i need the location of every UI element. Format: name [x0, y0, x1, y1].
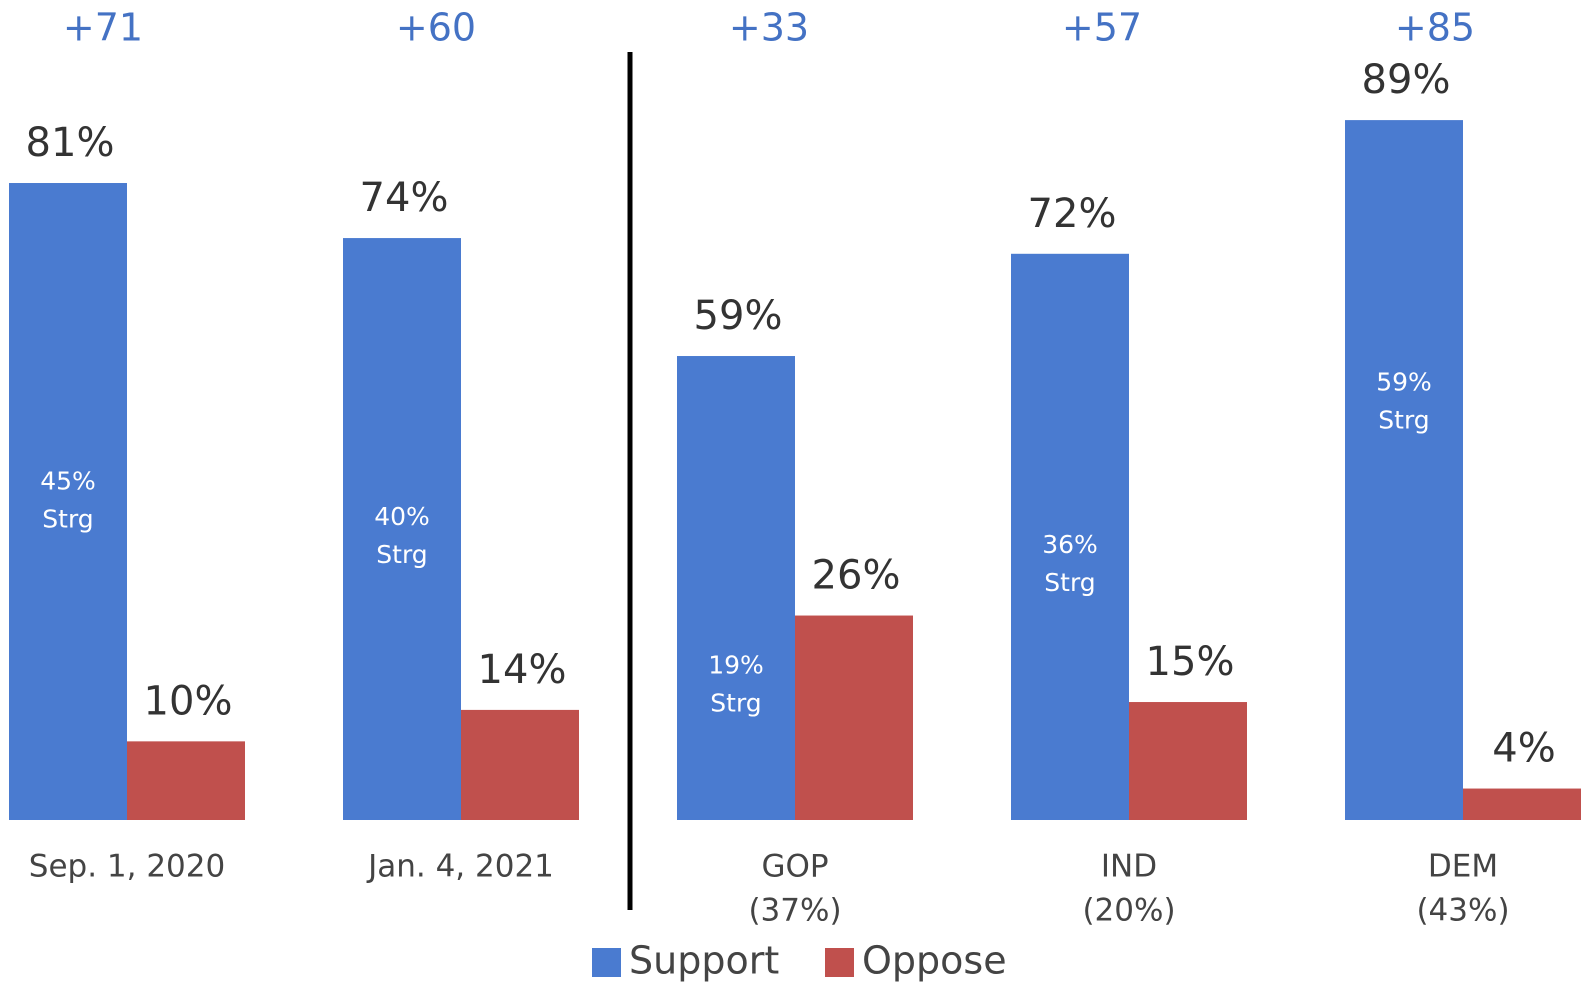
- bar: [677, 356, 795, 820]
- value-label: 15%: [1146, 639, 1235, 685]
- legend-swatch: [825, 948, 854, 977]
- value-label: 74%: [360, 175, 449, 221]
- margin-label: +71: [63, 6, 143, 50]
- bar: [461, 709, 579, 820]
- strong-label: Strg: [376, 540, 427, 569]
- value-label: 72%: [1028, 191, 1117, 237]
- strong-label: 45%: [40, 467, 96, 496]
- bar: [795, 615, 913, 820]
- strong-label: 19%: [708, 651, 764, 680]
- x-tick-label: IND: [1101, 849, 1157, 885]
- bar: [9, 183, 127, 821]
- x-tick-label: (43%): [1416, 893, 1509, 929]
- value-label: 4%: [1492, 726, 1555, 772]
- value-label: 59%: [694, 293, 783, 339]
- value-label: 89%: [1362, 57, 1451, 103]
- value-label: 14%: [478, 647, 567, 693]
- strong-label: Strg: [710, 689, 761, 718]
- margin-label: +85: [1395, 6, 1475, 50]
- legend-swatch: [592, 948, 621, 977]
- x-tick-label: Jan. 4, 2021: [366, 849, 554, 885]
- strong-label: 36%: [1042, 530, 1098, 559]
- bar: [1011, 253, 1129, 821]
- x-tick-label: (37%): [748, 893, 841, 929]
- bar: [1463, 788, 1581, 820]
- value-label: 10%: [144, 678, 233, 724]
- bar: [1345, 120, 1463, 820]
- bar: [343, 238, 461, 821]
- legend-label: Support: [629, 939, 779, 983]
- margin-label: +57: [1062, 6, 1142, 50]
- strong-label: Strg: [1044, 568, 1095, 597]
- margin-label: +60: [396, 6, 476, 50]
- margin-label: +33: [729, 6, 809, 50]
- strong-label: 59%: [1376, 367, 1432, 396]
- strong-label: 40%: [374, 502, 430, 531]
- value-label: 26%: [812, 553, 901, 599]
- x-tick-label: Sep. 1, 2020: [29, 849, 225, 885]
- x-tick-label: DEM: [1428, 849, 1498, 885]
- x-tick-label: GOP: [761, 849, 828, 885]
- bar: [127, 741, 245, 820]
- bar: [1129, 702, 1247, 820]
- legend-label: Oppose: [862, 939, 1007, 983]
- x-tick-label: (20%): [1082, 893, 1175, 929]
- value-label: 81%: [26, 120, 115, 166]
- strong-label: Strg: [1378, 405, 1429, 434]
- strong-label: Strg: [42, 505, 93, 534]
